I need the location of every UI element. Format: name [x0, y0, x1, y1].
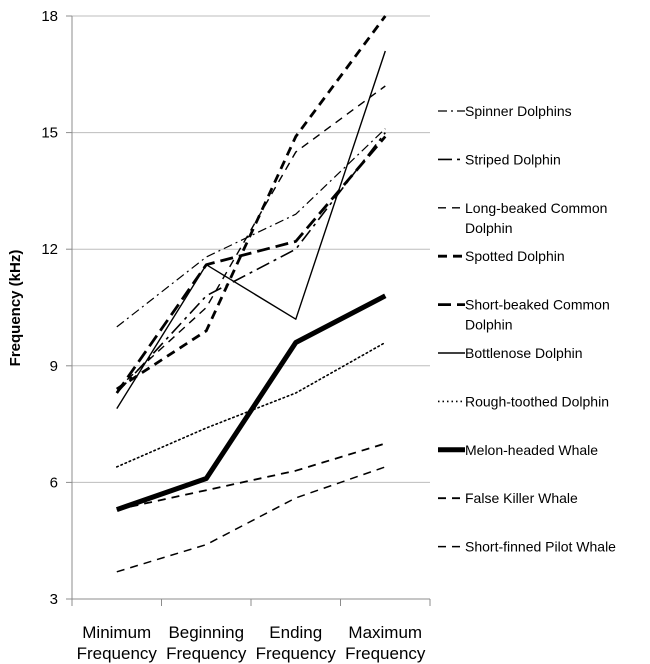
x-tick-label: Frequency [256, 644, 337, 663]
series-line-0 [116, 128, 386, 328]
legend-label: Dolphin [465, 220, 512, 236]
x-tick-label: Ending [269, 623, 322, 642]
legend-label: False Killer Whale [465, 490, 578, 506]
series-line-6 [116, 341, 387, 468]
y-tick-label: 3 [50, 591, 58, 608]
x-tick-label: Minimum [82, 623, 151, 642]
y-tick-label: 15 [41, 125, 58, 142]
legend: Spinner Dolphins Striped Dolphin Long-beak… [438, 103, 616, 555]
series-line-2 [116, 85, 386, 390]
legend-label: Rough-toothed Dolphin [465, 393, 609, 409]
legend-label: Dolphin [465, 317, 512, 333]
x-tick-label: Frequency [77, 644, 158, 663]
axes [66, 15, 431, 606]
series-line-7 [115, 293, 387, 512]
legend-label: Striped Dolphin [465, 151, 561, 167]
y-tick-label: 12 [41, 241, 58, 258]
series-line-3 [116, 15, 387, 391]
y-tick-label: 9 [50, 358, 58, 375]
y-tick-label: 6 [50, 474, 58, 491]
legend-label: Spinner Dolphins [465, 103, 572, 119]
y-tick-labels: 3 6 9 12 15 18 [41, 8, 58, 608]
legend-label: Long-beaked Common [465, 200, 607, 216]
x-tick-label: Frequency [345, 644, 426, 663]
x-tick-label: Beginning [168, 623, 244, 642]
x-tick-label: Frequency [166, 644, 247, 663]
y-axis-label: Frequency (kHz) [7, 250, 24, 367]
x-tick-label: Maximum [348, 623, 422, 642]
legend-label: Short-beaked Common [465, 297, 610, 313]
series-line-4 [115, 135, 387, 394]
legend-label: Bottlenose Dolphin [465, 345, 583, 361]
series-line-8 [116, 442, 386, 511]
legend-label: Spotted Dolphin [465, 248, 565, 264]
series-line-5 [116, 50, 386, 409]
legend-label: Melon-headed Whale [465, 442, 598, 458]
series-lines [115, 15, 387, 573]
legend-label: Short-finned Pilot Whale [465, 539, 616, 555]
x-tick-labels: Minimum Frequency Beginning Frequency Ending… [77, 623, 426, 663]
series-line-9 [116, 466, 386, 573]
y-tick-label: 18 [41, 8, 58, 25]
gridlines [72, 15, 430, 483]
